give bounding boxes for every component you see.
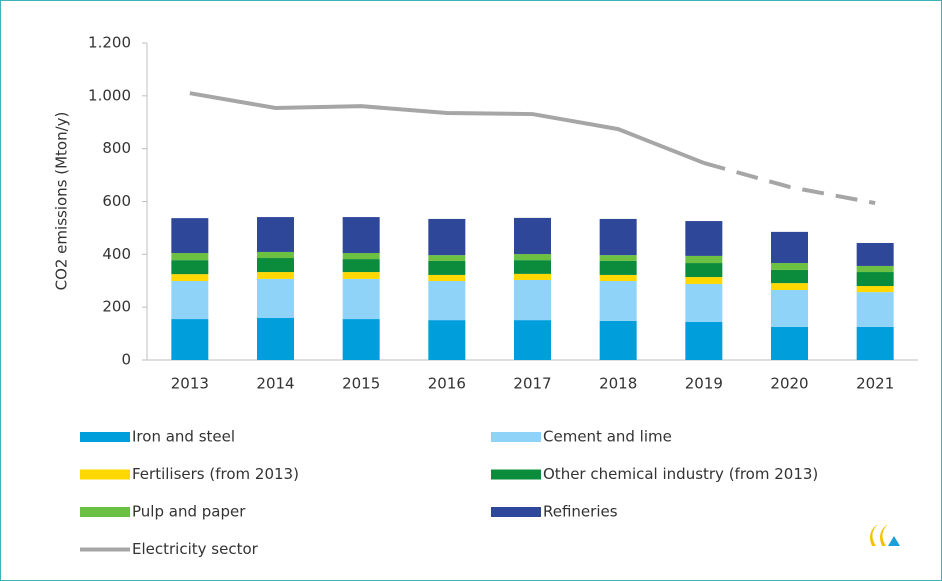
- bar-segment: [171, 260, 209, 275]
- bar-segment: [257, 278, 294, 318]
- legend-label: Cement and lime: [543, 428, 672, 446]
- legend-label: Other chemical industry (from 2013): [543, 465, 818, 483]
- legend-label: Pulp and paper: [132, 503, 246, 521]
- bar-segment: [514, 320, 551, 360]
- legend-swatch: [80, 507, 130, 517]
- legend-swatch: [491, 469, 541, 480]
- bar-segment: [342, 319, 380, 360]
- bar-segment: [428, 281, 466, 321]
- y-tick-label: 400: [102, 245, 131, 263]
- bar-segment: [599, 320, 637, 360]
- bar-segment: [428, 218, 466, 256]
- bar-segment: [685, 277, 723, 284]
- legend-swatch: [491, 507, 541, 517]
- y-tick-label: 0: [121, 351, 131, 369]
- bar-segment: [171, 281, 209, 320]
- legend-swatch: [80, 469, 130, 480]
- x-tick-label: 2019: [685, 375, 723, 393]
- bar-segment: [428, 320, 466, 360]
- bar-segment: [342, 253, 380, 260]
- bar-segment: [685, 255, 723, 264]
- bar-segment: [771, 289, 808, 327]
- logo: [870, 524, 900, 546]
- line: [189, 91, 705, 165]
- bar-segment: [171, 218, 209, 254]
- y-tick-label: 1.000: [88, 86, 131, 104]
- bar-segment: [685, 283, 723, 322]
- bar-segment: [257, 251, 294, 259]
- bar-segment: [428, 260, 466, 275]
- bar-segment: [171, 274, 209, 282]
- bar-segment: [856, 292, 894, 327]
- bar-segment: [514, 254, 551, 261]
- bar-segment: [599, 260, 637, 275]
- legend-swatch: [80, 432, 130, 442]
- bar-segment: [428, 274, 466, 282]
- x-tick-label: 2013: [171, 375, 209, 393]
- bar-segment: [771, 263, 808, 270]
- bar-segment: [685, 263, 723, 278]
- bar-segment: [599, 255, 637, 261]
- bar-segment: [257, 272, 294, 279]
- bar-segment: [771, 326, 808, 360]
- bar-segment: [257, 317, 294, 360]
- bar-segment: [771, 231, 808, 264]
- x-tick-label: 2021: [856, 375, 894, 393]
- bar-segment: [514, 279, 551, 321]
- bar-segment: [342, 278, 380, 320]
- bar-segment: [514, 260, 551, 274]
- bar-segment: [257, 258, 294, 273]
- bar-segment: [856, 242, 894, 266]
- bar-segment: [856, 265, 894, 273]
- bar-segment: [171, 319, 209, 360]
- bar-segment: [599, 281, 637, 321]
- bar-segment: [599, 218, 637, 256]
- bar-segment: [856, 272, 894, 287]
- bar-segment: [771, 283, 808, 290]
- x-tick-label: 2018: [599, 375, 637, 393]
- y-axis-label: CO2 emissions (Mton/y): [53, 112, 71, 291]
- y-tick-label: 800: [102, 139, 131, 157]
- bar-segment: [514, 217, 551, 255]
- x-tick-label: 2016: [428, 375, 466, 393]
- line: [703, 161, 876, 206]
- bar-segment: [342, 259, 380, 273]
- x-tick-label: 2017: [513, 375, 551, 393]
- legend-label: Electricity sector: [132, 540, 259, 558]
- bar-segment: [514, 273, 551, 280]
- bar-segment: [856, 326, 894, 360]
- y-tick-label: 200: [102, 298, 131, 316]
- bar-segment: [342, 217, 380, 254]
- x-tick-label: 2020: [770, 375, 808, 393]
- bar-segment: [685, 321, 723, 360]
- y-tick-label: 600: [102, 192, 131, 210]
- bar-segment: [428, 255, 466, 261]
- y-tick-label: 1.200: [88, 34, 131, 52]
- legend-label: Iron and steel: [132, 428, 235, 446]
- legend-label: Refineries: [543, 503, 618, 521]
- bar-segment: [771, 269, 808, 284]
- legend-label: Fertilisers (from 2013): [132, 465, 299, 483]
- bar-segment: [599, 274, 637, 282]
- bar-segment: [171, 253, 209, 261]
- bar-segment: [685, 221, 723, 256]
- x-tick-label: 2015: [342, 375, 380, 393]
- bar-segment: [342, 272, 380, 279]
- legend-swatch: [491, 432, 541, 442]
- bar-segment: [257, 217, 294, 252]
- x-tick-label: 2014: [256, 375, 294, 393]
- bar-segment: [856, 286, 894, 293]
